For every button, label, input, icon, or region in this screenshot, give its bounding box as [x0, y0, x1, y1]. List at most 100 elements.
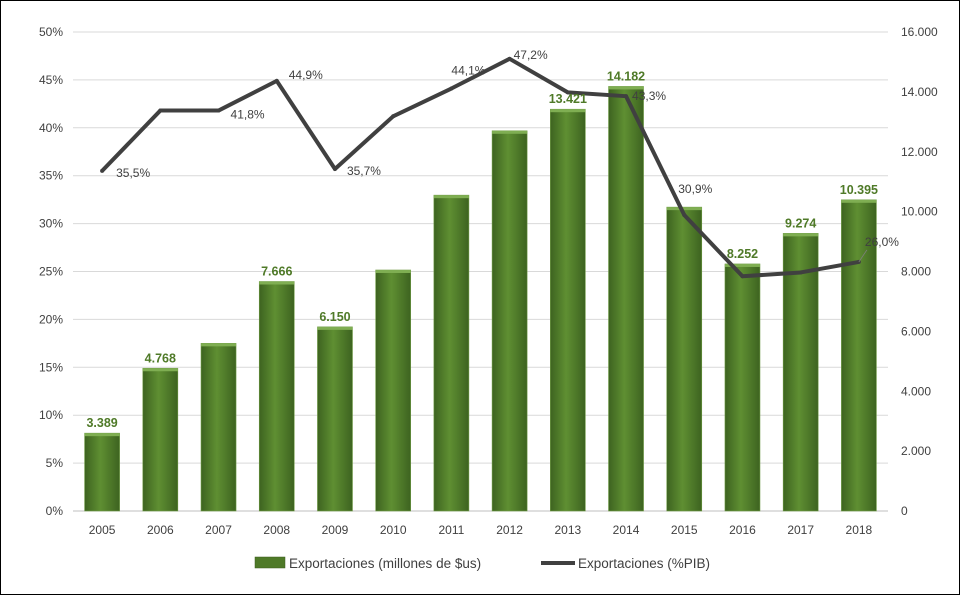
right-axis: 0 2.000 4.000 6.000 8.000 10.000 12.000 14.000 1…: [901, 25, 938, 518]
line-point: [798, 270, 803, 275]
bar-top-highlight: [783, 233, 819, 237]
x-tick-label: 2010: [380, 523, 407, 537]
bar: [375, 269, 411, 512]
line-data-label: 47,2%: [514, 48, 548, 62]
bar: [142, 367, 179, 512]
line-point: [624, 94, 629, 99]
right-tick-label: 4.000: [901, 384, 931, 398]
line-point: [332, 166, 337, 171]
bar-top-highlight: [259, 281, 295, 285]
x-tick-label: 2009: [322, 523, 349, 537]
bar-top-highlight: [666, 207, 702, 211]
legend-bar-swatch: [254, 556, 286, 569]
bar-data-label: 6.150: [319, 310, 350, 324]
bar-data-label: 8.252: [727, 247, 758, 261]
x-tick-label: 2016: [729, 523, 756, 537]
bar: [433, 194, 470, 512]
bar-data-label: 4.768: [145, 351, 176, 365]
right-tick-label: 16.000: [901, 25, 938, 39]
left-tick-label: 45%: [39, 73, 63, 87]
bar-data-label: 7.666: [261, 264, 292, 278]
left-axis: 0% 5% 10% 15% 20% 25% 30% 35% 40% 45% 50%: [39, 25, 63, 518]
x-tick-label: 2006: [147, 523, 174, 537]
bar: [550, 108, 586, 512]
bar-data-label: 14.182: [607, 69, 645, 83]
line-data-label: 35,7%: [347, 164, 381, 178]
line-data-label: 43,3%: [632, 89, 666, 103]
line-point: [158, 108, 163, 113]
bar: [258, 281, 295, 512]
legend: Exportaciones (millones de $us) Exportac…: [254, 556, 710, 571]
line-data-label: 44,9%: [289, 68, 323, 82]
bar: [724, 263, 761, 512]
left-tick-label: 10%: [39, 408, 63, 422]
bar: [491, 130, 528, 512]
left-tick-label: 20%: [39, 312, 63, 326]
line-point: [216, 108, 221, 113]
right-tick-label: 14.000: [901, 85, 938, 99]
bar-top-highlight: [201, 343, 237, 347]
left-tick-label: 40%: [39, 121, 63, 135]
right-tick-label: 10.000: [901, 205, 938, 219]
legend-line-label: Exportaciones (%PIB): [578, 556, 710, 571]
x-tick-label: 2012: [496, 523, 523, 537]
line-point: [100, 168, 105, 173]
line-point: [565, 90, 570, 95]
bar-data-label: 3.389: [86, 416, 117, 430]
right-tick-label: 6.000: [901, 324, 931, 338]
line-point: [274, 78, 279, 83]
left-tick-label: 25%: [39, 265, 63, 279]
x-tick-label: 2015: [671, 523, 698, 537]
left-tick-label: 30%: [39, 217, 63, 231]
left-tick-label: 35%: [39, 169, 63, 183]
line-data-label: 30,9%: [678, 182, 712, 196]
right-tick-label: 2.000: [901, 444, 931, 458]
x-tick-label: 2013: [554, 523, 581, 537]
leader-line: [858, 249, 868, 263]
bar-top-highlight: [142, 368, 178, 372]
bar-top-highlight: [608, 86, 644, 90]
x-axis: 2005 2006 2007 2008 2009 2010 2011 2012 2013 2014…: [89, 523, 873, 537]
bar: [841, 199, 877, 512]
left-tick-label: 50%: [39, 25, 63, 39]
x-tick-label: 2017: [787, 523, 814, 537]
bar: [317, 326, 353, 512]
line-path: [100, 56, 860, 279]
bar-top-highlight: [724, 263, 760, 267]
bar-top-highlight: [841, 199, 877, 203]
line-data-label: 35,5%: [116, 166, 150, 180]
bar: [200, 343, 237, 512]
bar-data-label: 9.274: [785, 216, 816, 230]
bar-data-label: 13.421: [549, 92, 587, 106]
x-tick-label: 2018: [846, 523, 873, 537]
legend-bar-label: Exportaciones (millones de $us): [289, 556, 481, 571]
x-tick-label: 2008: [263, 523, 290, 537]
line-data-label: 44,1%: [451, 64, 485, 78]
right-tick-label: 12.000: [901, 145, 938, 159]
right-tick-label: 8.000: [901, 265, 931, 279]
bar-data-label: 10.395: [840, 183, 878, 197]
right-tick-label: 0: [901, 504, 908, 518]
left-tick-label: 5%: [46, 456, 64, 470]
x-tick-label: 2005: [89, 523, 116, 537]
bar-top-highlight: [317, 326, 353, 330]
bar: [782, 233, 819, 512]
line-series: [100, 56, 861, 279]
line-data-label: 26,0%: [865, 235, 899, 249]
left-tick-label: 15%: [39, 360, 63, 374]
bar-series: [84, 86, 877, 512]
x-tick-label: 2011: [438, 523, 464, 537]
data-labels: 3.389 4.768 7.666 6.150 13.421 14.182 8.252 9.2…: [86, 48, 899, 430]
x-tick-label: 2014: [613, 523, 640, 537]
bar: [84, 432, 120, 512]
bar-top-highlight: [375, 270, 411, 274]
bar-top-highlight: [550, 109, 586, 113]
bar: [666, 206, 703, 512]
x-tick-label: 2007: [205, 523, 232, 537]
line-point: [449, 86, 454, 91]
line-point: [682, 212, 687, 217]
bar-top-highlight: [84, 433, 120, 437]
bar-top-highlight: [433, 195, 469, 199]
left-tick-label: 0%: [46, 504, 64, 518]
